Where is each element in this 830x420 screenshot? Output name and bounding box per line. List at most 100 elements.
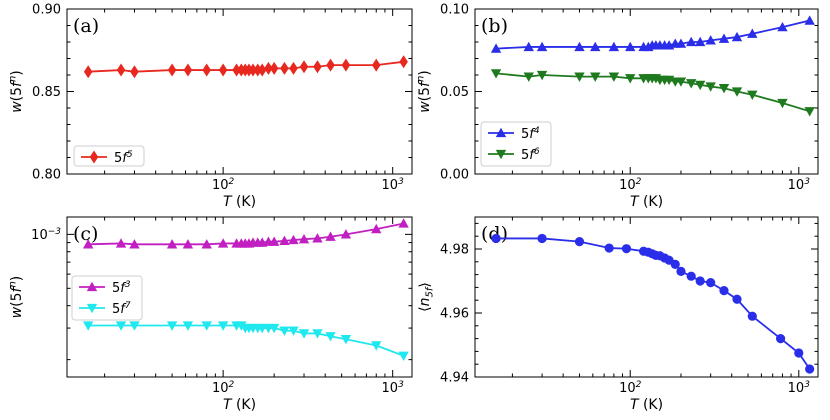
data-point	[83, 65, 93, 79]
data-point	[718, 84, 730, 94]
legend-marker	[495, 127, 507, 138]
x-tick-label: 102​	[212, 380, 235, 396]
y-tick-label: 0.90	[32, 3, 61, 18]
data-point	[490, 69, 502, 79]
panel-c: 102​ 103​ 10−3​ T (K) w(5fn​) (c) 5f3​ 5f7​	[8, 216, 413, 413]
legend-label: 5f5​	[114, 150, 133, 166]
data-point	[695, 276, 705, 286]
panel-label: (c)	[73, 223, 98, 245]
data-point	[805, 364, 815, 374]
data-point	[279, 326, 290, 336]
legend-label: 5f3​	[112, 280, 131, 296]
data-point	[731, 31, 743, 42]
y-axis-label: ⟨n5f​⟩	[417, 282, 436, 312]
data-point	[590, 72, 601, 82]
data-point	[115, 238, 127, 248]
y-tick-label: 10−3​	[31, 227, 61, 243]
y-tick-label: 0.10	[440, 3, 469, 18]
data-point	[218, 63, 228, 77]
data-point	[705, 82, 716, 92]
data-point	[776, 334, 786, 344]
data-point	[625, 41, 636, 52]
data-point	[312, 233, 323, 243]
y-tick-label: 4.98	[440, 243, 469, 258]
data-point	[312, 329, 323, 339]
data-point	[685, 79, 697, 89]
x-axis-label: T (K)	[630, 397, 663, 413]
legend-frame	[71, 275, 143, 321]
data-point	[537, 233, 547, 244]
y-tick-label: 4.94	[440, 371, 469, 386]
legend-marker	[89, 150, 99, 164]
data-point	[523, 72, 534, 82]
data-point	[747, 90, 758, 100]
data-point	[490, 43, 502, 53]
data-point	[340, 229, 352, 239]
data-point	[288, 326, 299, 336]
y-tick-label: 0.80	[32, 168, 61, 183]
data-point	[747, 311, 757, 321]
series-5f6	[490, 69, 815, 117]
data-point	[183, 63, 193, 77]
axes-frame	[474, 216, 819, 378]
data-point	[804, 15, 815, 25]
data-point	[340, 335, 352, 345]
data-point	[777, 98, 788, 109]
data-point	[115, 321, 127, 331]
data-point	[398, 351, 409, 362]
y-tick-label: 4.96	[440, 307, 469, 322]
data-point	[706, 278, 716, 288]
y-axis-label: w(5fn​)	[8, 276, 25, 319]
data-point	[182, 239, 194, 249]
panel-label: (b)	[481, 15, 508, 37]
data-point	[130, 65, 139, 79]
x-tick-label: 102​	[619, 380, 642, 396]
data-point	[719, 286, 729, 296]
x-tick-label: 103​	[788, 177, 811, 193]
data-point	[299, 60, 309, 74]
data-point	[232, 63, 241, 77]
data-point	[341, 58, 351, 72]
data-point	[705, 35, 716, 45]
series-5f5	[83, 55, 408, 79]
data-point	[747, 28, 758, 38]
axes-frame	[66, 216, 413, 378]
data-point	[116, 63, 126, 77]
legend: 5f5​	[73, 145, 145, 167]
data-point	[129, 239, 140, 249]
data-point	[289, 61, 298, 75]
data-point	[604, 243, 614, 253]
data-point	[325, 231, 336, 241]
data-point	[264, 61, 273, 75]
data-point	[166, 321, 178, 331]
data-point	[129, 321, 140, 331]
data-point	[731, 87, 743, 97]
x-axis-label: T (K)	[223, 194, 256, 210]
data-point	[257, 63, 267, 77]
y-tick-label: 0.00	[440, 168, 469, 183]
data-point	[574, 72, 585, 82]
data-point	[82, 321, 94, 331]
data-point	[325, 332, 336, 342]
data-point	[279, 235, 290, 246]
legend-label: 5f6​	[521, 147, 540, 163]
series-5f7	[82, 321, 409, 362]
data-point	[217, 238, 229, 248]
data-point	[777, 21, 788, 32]
y-tick-label: 0.85	[32, 85, 61, 100]
data-point	[574, 237, 585, 247]
data-point	[166, 239, 178, 249]
data-point	[371, 58, 381, 72]
data-point	[732, 294, 742, 304]
legend-marker	[495, 149, 507, 160]
data-point	[590, 41, 601, 52]
data-point	[167, 63, 177, 77]
x-tick-label: 103​	[788, 380, 811, 396]
data-point	[621, 244, 632, 254]
data-point	[670, 259, 680, 269]
legend-frame	[73, 145, 145, 167]
y-axis-label: w(5fn​)	[8, 70, 25, 113]
data-point	[675, 77, 687, 87]
data-point	[371, 223, 382, 234]
